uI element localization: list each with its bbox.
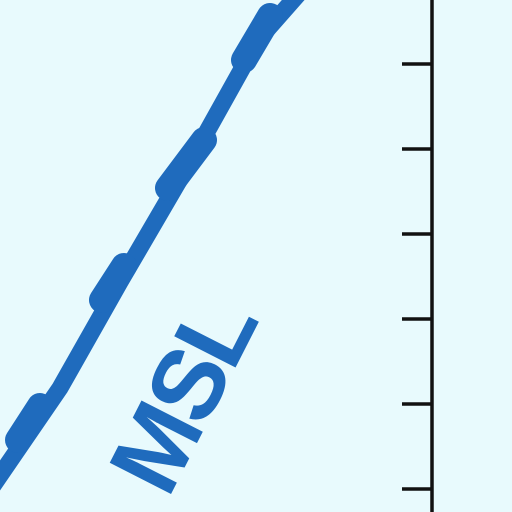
series-msl-bump: [231, 3, 283, 73]
series-msl: [0, 0, 305, 491]
series-msl-bump: [89, 253, 137, 313]
series-msl-bump: [5, 393, 53, 453]
series-msl-bump: [155, 127, 217, 201]
series-msl-bumps: [5, 3, 283, 453]
y-axis-ticks: [402, 62, 432, 491]
